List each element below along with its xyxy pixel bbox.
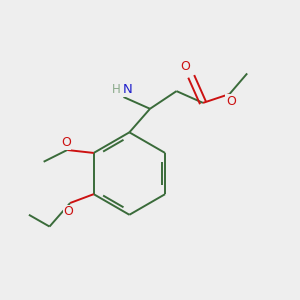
- Text: O: O: [61, 136, 71, 149]
- Text: H: H: [112, 83, 121, 96]
- Text: O: O: [226, 95, 236, 108]
- Text: O: O: [180, 60, 190, 73]
- Text: N: N: [123, 83, 133, 96]
- Text: O: O: [64, 205, 74, 218]
